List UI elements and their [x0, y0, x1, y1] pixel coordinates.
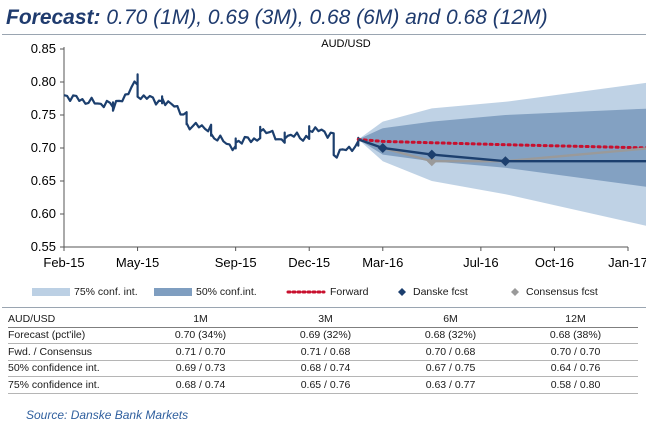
- table-cell: 0.68 / 0.74: [263, 360, 388, 377]
- table-row-label: 75% confidence int.: [8, 376, 138, 394]
- table-cell: 0.67 / 0.75: [388, 360, 513, 377]
- table-cell: 0.68 (38%): [513, 327, 638, 344]
- forward-line: [356, 137, 650, 150]
- y-tick-label: 0.75: [31, 107, 56, 122]
- table-row-label: Forecast (pct'ile): [8, 327, 138, 344]
- chart-title: AUD/USD: [321, 38, 371, 50]
- y-tick-label: 0.85: [31, 41, 56, 56]
- legend-label-75-conf: 75% conf. int.: [74, 286, 138, 298]
- forecast-table: AUD/USD 1M 3M 6M 12M Forecast (pct'ile) …: [8, 311, 638, 394]
- legend-label-consensus: Consensus fcst: [526, 286, 598, 298]
- x-tick-label: Mar-16: [362, 255, 403, 270]
- legend-swatch-forward: [286, 290, 326, 294]
- table-cell: 0.70 / 0.70: [513, 343, 638, 361]
- table-cell: 0.64 / 0.76: [513, 360, 638, 377]
- x-tick-label: Jul-16: [463, 255, 498, 270]
- legend-swatch-75-conf: [32, 288, 70, 296]
- legend-item-consensus: Consensus fcst: [508, 285, 598, 299]
- x-tick-label: May-15: [116, 255, 159, 270]
- y-tick-label: 0.80: [31, 74, 56, 89]
- table-cell: 0.71 / 0.68: [263, 343, 388, 361]
- legend-label-danske: Danske fcst: [413, 286, 468, 298]
- table-row: Fwd. / Consensus 0.71 / 0.70 0.71 / 0.68…: [8, 343, 638, 361]
- table-row: 75% confidence int. 0.68 / 0.74 0.65 / 0…: [8, 376, 638, 394]
- x-tick-label: Sep-15: [215, 255, 257, 270]
- table-cell: 0.70 (34%): [138, 327, 263, 344]
- legend-label-forward: Forward: [330, 286, 369, 298]
- legend-item-75-conf: 75% conf. int.: [32, 285, 138, 299]
- table-header-row: AUD/USD 1M 3M 6M 12M: [8, 311, 638, 328]
- danske-fcst-marker: [500, 156, 511, 167]
- table-cell: 0.69 (32%): [263, 327, 388, 344]
- danske-fcst-marker: [377, 143, 388, 153]
- table-cell: 0.68 (32%): [388, 327, 513, 344]
- legend-swatch-danske: [398, 288, 406, 296]
- table-row: Forecast (pct'ile) 0.70 (34%) 0.69 (32%)…: [8, 327, 638, 344]
- aud-usd-chart: AUD/USD 0.85 0.80 0.75 0.70 0.65 0.60 0.55Feb-1…: [31, 38, 650, 270]
- table-row-label: Fwd. / Consensus: [8, 343, 138, 361]
- danske-fcst-marker: [426, 149, 437, 160]
- table-header-cell: AUD/USD: [8, 311, 138, 328]
- table-header-cell: 1M: [138, 311, 263, 328]
- table-cell: 0.71 / 0.70: [138, 343, 263, 361]
- headline: Forecast: 0.70 (1M), 0.69 (3M), 0.68 (6M…: [6, 4, 646, 32]
- x-tick-label: Feb-15: [43, 255, 84, 270]
- legend-item-danske: Danske fcst: [395, 285, 468, 299]
- source-note: Source: Danske Bank Markets: [26, 408, 189, 422]
- legend-swatch-50-conf: [154, 288, 192, 296]
- y-tick-label: 0.65: [31, 173, 56, 188]
- y-tick-label: 0.60: [31, 206, 56, 221]
- table-header-cell: 3M: [263, 311, 388, 328]
- legend-label-50-conf: 50% conf.int.: [196, 286, 257, 298]
- headline-prefix: Forecast:: [6, 6, 101, 29]
- legend-swatch-consensus: [511, 288, 519, 296]
- table-row-label: 50% confidence int.: [8, 360, 138, 377]
- y-tick-label: 0.70: [31, 140, 56, 155]
- table-cell: 0.69 / 0.73: [138, 360, 263, 377]
- table-cell: 0.58 / 0.80: [513, 376, 638, 394]
- y-tick-label: 0.55: [31, 239, 56, 254]
- legend-item-forward: Forward: [286, 285, 369, 299]
- band-50-conf: [358, 108, 650, 188]
- table-row: 50% confidence int. 0.69 / 0.73 0.68 / 0…: [8, 360, 638, 377]
- table-cell: 0.63 / 0.77: [388, 376, 513, 394]
- x-tick-label: Oct-16: [535, 255, 574, 270]
- consensus-fcst-marker: [426, 156, 437, 167]
- x-tick-label: Dec-15: [288, 255, 330, 270]
- chart-legend: 75% conf. int. 50% conf.int. Forward Dan…: [2, 282, 648, 300]
- table-cell: 0.70 / 0.68: [388, 343, 513, 361]
- headline-rest: 0.70 (1M), 0.69 (3M), 0.68 (6M) and 0.68…: [106, 6, 548, 29]
- table-cell: 0.68 / 0.74: [138, 376, 263, 394]
- table-header-cell: 6M: [388, 311, 513, 328]
- table-cell: 0.65 / 0.76: [263, 376, 388, 394]
- chart-panel: AUD/USD 0.85 0.80 0.75 0.70 0.65 0.60 0.55 Feb-1…: [2, 34, 650, 308]
- legend-item-50-conf: 50% conf.int.: [154, 285, 257, 299]
- history-line: [63, 73, 360, 159]
- table-header-cell: 12M: [513, 311, 638, 328]
- x-tick-label: Jan-17: [608, 255, 646, 270]
